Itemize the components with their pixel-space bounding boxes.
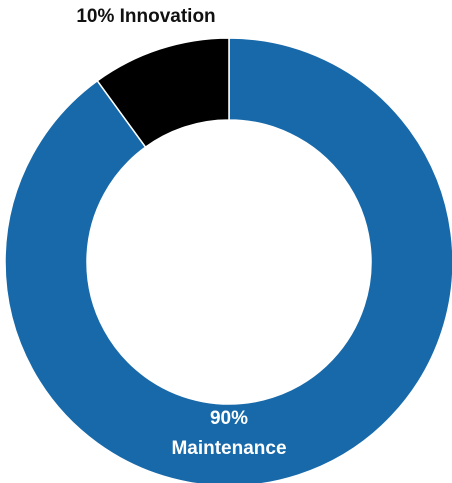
slice-label-maintenance-name: Maintenance: [171, 438, 286, 459]
slices-group: [4, 37, 452, 483]
slice-label-innovation: 10% Innovation: [76, 6, 215, 27]
slice-label-maintenance-percent: 90%: [210, 408, 248, 429]
slice-maintenance: [4, 37, 452, 483]
slice-innovation: [96, 37, 230, 149]
